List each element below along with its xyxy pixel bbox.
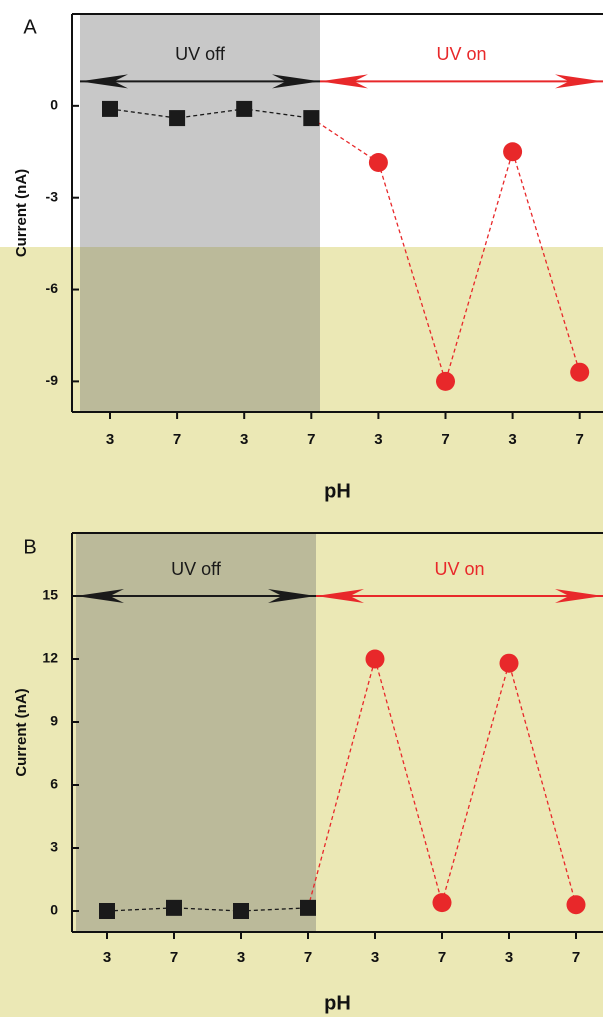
marker [166,899,182,916]
series-line [377,149,581,384]
x-tick-label: 3 [374,431,382,448]
marker [169,110,186,127]
marker [102,100,118,117]
series-line [109,108,312,119]
uv-off-shade [80,14,320,412]
annotation: UV off [175,44,226,64]
series-line [106,907,309,912]
x-tick-label: 3 [237,949,245,966]
marker [303,110,320,127]
annotation: UV off [171,559,222,579]
x-tick-label: 7 [572,949,580,966]
marker [503,142,523,162]
marker [436,371,455,391]
x-tick-label: 7 [438,949,446,966]
marker [365,649,385,669]
y-tick-label: 3 [50,839,58,855]
x-tick-label: 7 [170,949,178,966]
marker [300,899,316,916]
marker [566,895,586,915]
arrow-head [272,74,320,89]
y-axis-label: Current (nA) [13,169,30,257]
marker [236,100,253,117]
annotation: UV on [434,559,484,579]
x-tick-label: 7 [307,431,315,448]
arrow-head [76,589,124,603]
annotation: UV on [436,44,486,64]
x-tick-label: 3 [505,949,513,966]
y-tick-label: -9 [46,372,59,388]
y-tick-label: 15 [42,587,58,603]
marker [570,362,590,382]
marker [233,903,249,919]
x-tick-label: 7 [576,431,584,448]
connector [307,658,376,909]
x-tick-label: 3 [106,431,114,448]
arrow-head [555,589,603,603]
arrow-head [320,74,368,89]
panel-letter: B [23,536,36,558]
x-tick-label: 3 [508,431,516,448]
y-tick-label: 12 [42,650,58,666]
arrow-head [80,74,128,89]
marker [368,152,388,172]
y-tick-label: 6 [50,776,58,792]
x-tick-label: 7 [173,431,181,448]
y-tick-label: 9 [50,713,58,729]
x-axis-label: pH [324,992,351,1014]
x-axis-label: pH [324,480,351,502]
arrow-head [268,589,316,603]
x-tick-label: 7 [441,431,449,448]
x-tick-label: 7 [304,949,312,966]
y-tick-label: 0 [50,97,58,113]
y-tick-label: 0 [50,902,58,918]
y-tick-label: -6 [46,280,59,296]
arrow-head [555,74,603,89]
marker [499,653,519,673]
x-tick-label: 3 [240,431,248,448]
x-tick-label: 3 [371,949,379,966]
panel-letter: A [23,16,37,38]
marker [432,893,452,913]
arrow-head [316,589,364,603]
marker [99,903,115,919]
series-line [374,658,577,906]
y-axis-label: Current (nA) [13,688,30,776]
yellow-background [0,247,603,1017]
x-tick-label: 3 [103,949,111,966]
y-tick-label: -3 [46,188,59,204]
